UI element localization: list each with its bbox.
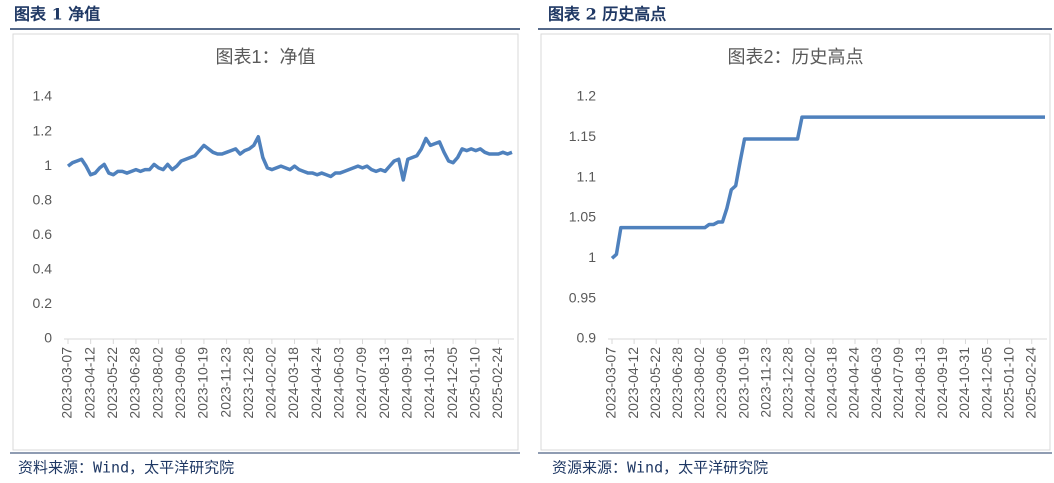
x-tick-label: 2024-10-31 bbox=[421, 347, 437, 419]
x-tick-label: 2023-11-23 bbox=[757, 347, 773, 418]
x-tick-label: 2025-01-10 bbox=[1000, 347, 1016, 419]
y-tick-label: 1.15 bbox=[569, 128, 596, 144]
x-tick-label: 2025-02-24 bbox=[1022, 347, 1038, 419]
x-tick-label: 2023-05-22 bbox=[104, 347, 120, 419]
x-tick-label: 2023-05-22 bbox=[647, 347, 663, 419]
x-tick-label: 2023-06-28 bbox=[127, 347, 143, 419]
x-tick-label: 2023-09-06 bbox=[172, 347, 188, 419]
x-tick-label: 2023-06-28 bbox=[669, 347, 685, 419]
chart-frame bbox=[540, 33, 1051, 451]
x-tick-label: 2024-09-19 bbox=[934, 347, 950, 419]
x-tick-label: 2024-06-03 bbox=[868, 347, 884, 419]
y-tick-label: 0.4 bbox=[33, 261, 53, 277]
x-tick-label: 2023-10-19 bbox=[195, 347, 211, 419]
y-tick-label: 0.95 bbox=[569, 289, 596, 305]
y-tick-label: 1.1 bbox=[577, 168, 597, 184]
x-tick-label: 2023-03-07 bbox=[59, 347, 75, 419]
x-tick-label: 2023-03-07 bbox=[603, 347, 619, 419]
y-tick-label: 0.8 bbox=[33, 191, 53, 207]
x-tick-label: 2023-04-12 bbox=[81, 347, 97, 419]
source-note: 资料来源：Wind，太平洋研究院 bbox=[18, 459, 234, 477]
y-tick-label: 1.2 bbox=[577, 88, 597, 104]
x-tick-label: 2023-04-12 bbox=[625, 347, 641, 419]
y-tick-label: 1 bbox=[44, 157, 52, 173]
figure-caption: 图表 1 净值 bbox=[14, 5, 100, 24]
x-tick-label: 2024-04-24 bbox=[846, 347, 862, 419]
source-note: 资源来源：Wind，太平洋研究院 bbox=[552, 459, 768, 477]
x-tick-label: 2023-12-28 bbox=[240, 347, 256, 419]
x-tick-label: 2025-01-10 bbox=[466, 347, 482, 419]
x-tick-label: 2025-02-24 bbox=[489, 347, 505, 419]
x-tick-label: 2023-12-28 bbox=[779, 347, 795, 419]
x-tick-label: 2024-07-09 bbox=[890, 347, 906, 419]
x-tick-label: 2024-02-02 bbox=[263, 347, 279, 419]
x-tick-label: 2024-03-18 bbox=[285, 347, 301, 419]
chart-frame bbox=[12, 33, 519, 451]
x-tick-label: 2024-10-31 bbox=[956, 347, 972, 419]
y-tick-label: 1.4 bbox=[33, 88, 53, 104]
x-tick-label: 2023-10-19 bbox=[735, 347, 751, 419]
x-tick-label: 2024-03-18 bbox=[824, 347, 840, 419]
x-tick-label: 2023-11-23 bbox=[217, 347, 233, 418]
y-tick-label: 0.6 bbox=[33, 226, 53, 242]
line-series bbox=[66, 135, 513, 182]
x-tick-label: 2023-09-06 bbox=[713, 347, 729, 419]
y-tick-label: 0 bbox=[44, 330, 52, 346]
y-tick-label: 0.2 bbox=[33, 295, 53, 311]
x-tick-label: 2024-02-02 bbox=[802, 347, 818, 419]
x-tick-label: 2024-12-05 bbox=[444, 347, 460, 419]
x-tick-label: 2023-08-02 bbox=[691, 347, 707, 419]
chart-title: 图表2：历史高点 bbox=[727, 47, 863, 67]
x-tick-label: 2024-07-09 bbox=[353, 347, 369, 419]
x-tick-label: 2023-08-02 bbox=[149, 347, 165, 419]
x-tick-label: 2024-08-13 bbox=[912, 347, 928, 419]
y-tick-label: 1.2 bbox=[33, 122, 53, 138]
y-tick-label: 1.05 bbox=[569, 209, 596, 225]
x-tick-label: 2024-06-03 bbox=[331, 347, 347, 419]
x-tick-label: 2024-12-05 bbox=[978, 347, 994, 419]
line-series bbox=[610, 115, 1045, 260]
figure-caption: 图表 2 历史高点 bbox=[548, 5, 666, 24]
x-tick-label: 2024-09-19 bbox=[398, 347, 414, 419]
chart-title: 图表1：净值 bbox=[215, 47, 315, 67]
y-tick-label: 0.9 bbox=[577, 330, 597, 346]
x-tick-label: 2024-04-24 bbox=[308, 347, 324, 419]
x-tick-label: 2024-08-13 bbox=[376, 347, 392, 419]
y-tick-label: 1 bbox=[588, 249, 596, 265]
